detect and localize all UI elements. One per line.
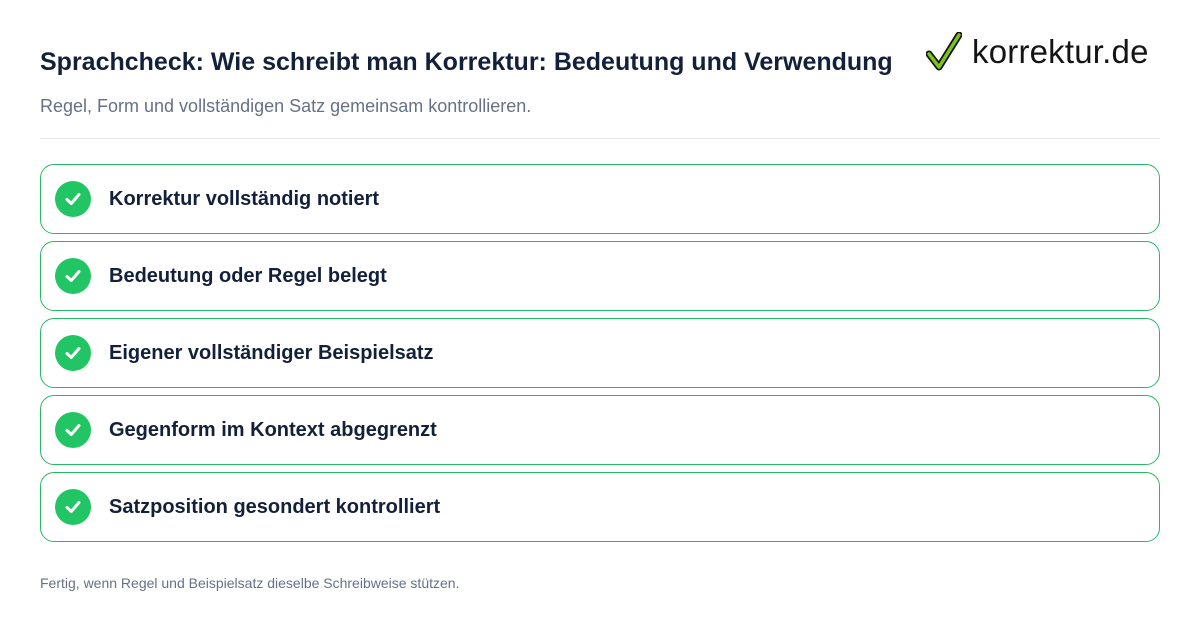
- checklist-item: Bedeutung oder Regel belegt: [40, 241, 1160, 311]
- check-circle-icon: [55, 489, 91, 525]
- checklist-item: Gegenform im Kontext abgegrenzt: [40, 395, 1160, 465]
- checklist-item-label: Satzposition gesondert kontrolliert: [109, 495, 441, 518]
- check-circle-icon: [55, 335, 91, 371]
- checklist: Korrektur vollständig notiert Bedeutung …: [40, 164, 1160, 549]
- checklist-item: Eigener vollständiger Beispielsatz: [40, 318, 1160, 388]
- brand-logo[interactable]: korrektur.de: [926, 30, 1149, 74]
- check-circle-icon: [55, 181, 91, 217]
- checklist-item: Korrektur vollständig notiert: [40, 164, 1160, 234]
- check-circle-icon: [55, 258, 91, 294]
- checklist-item: Satzposition gesondert kontrolliert: [40, 472, 1160, 542]
- checklist-item-label: Eigener vollständiger Beispielsatz: [109, 341, 434, 364]
- header-divider: [40, 138, 1160, 139]
- page-subtitle: Regel, Form und vollständigen Satz gemei…: [40, 96, 532, 116]
- check-circle-icon: [55, 412, 91, 448]
- checklist-item-label: Korrektur vollständig notiert: [109, 187, 380, 210]
- checkmark-icon: [926, 32, 962, 72]
- checklist-item-label: Gegenform im Kontext abgegrenzt: [109, 418, 437, 441]
- page-title: Sprachcheck: Wie schreibt man Korrektur:…: [40, 48, 893, 76]
- checklist-item-label: Bedeutung oder Regel belegt: [109, 264, 387, 287]
- logo-text: korrektur.de: [972, 33, 1149, 70]
- footer-note: Fertig, wenn Regel und Beispielsatz dies…: [40, 575, 460, 591]
